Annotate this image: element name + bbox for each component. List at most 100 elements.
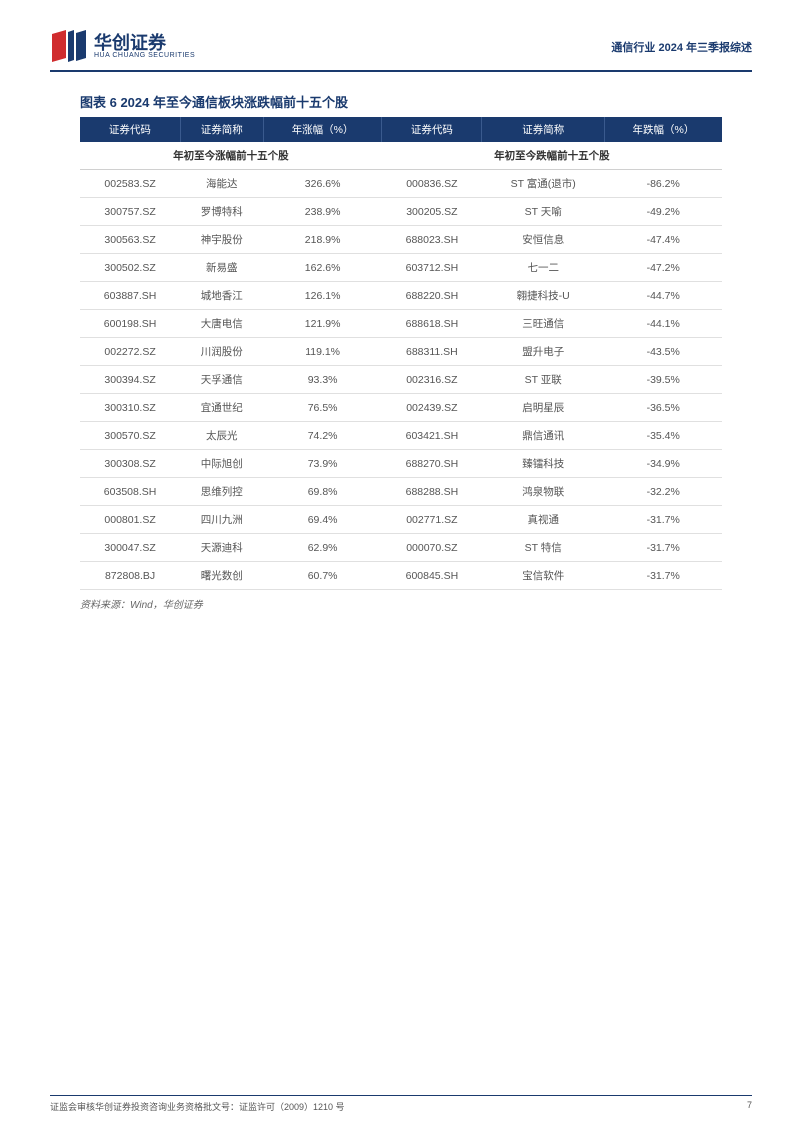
table-cell: 300394.SZ <box>80 366 180 394</box>
table-cell: 川润股份 <box>180 338 263 366</box>
table-cell: 盟升电子 <box>482 338 604 366</box>
table-cell: ST 特信 <box>482 534 604 562</box>
table-cell: 603421.SH <box>382 422 482 450</box>
table-cell: -49.2% <box>604 198 722 226</box>
table-cell: 688288.SH <box>382 478 482 506</box>
page-header: 华创证券 HUA CHUANG SECURITIES 通信行业 2024 年三季… <box>50 30 752 72</box>
page-footer: 证监会审核华创证券投资咨询业务资格批文号：证监许可（2009）1210 号 7 <box>50 1095 752 1113</box>
brand-logo: 华创证券 HUA CHUANG SECURITIES <box>50 30 195 64</box>
footer-page-number: 7 <box>747 1100 752 1113</box>
table-cell: 300047.SZ <box>80 534 180 562</box>
brand-name-cn: 华创证券 <box>94 34 195 52</box>
table-cell: 600845.SH <box>382 562 482 590</box>
table-row: 300308.SZ中际旭创73.9%688270.SH臻镭科技-34.9% <box>80 450 722 478</box>
table-row: 300310.SZ宜通世纪76.5%002439.SZ启明星辰-36.5% <box>80 394 722 422</box>
table-cell: -36.5% <box>604 394 722 422</box>
table-row: 300394.SZ天孚通信93.3%002316.SZST 亚联-39.5% <box>80 366 722 394</box>
table-cell: 思维列控 <box>180 478 263 506</box>
table-cell: -31.7% <box>604 506 722 534</box>
table-cell: 曙光数创 <box>180 562 263 590</box>
table-cell: 安恒信息 <box>482 226 604 254</box>
col-code-gain: 证券代码 <box>80 117 180 142</box>
table-cell: 000836.SZ <box>382 170 482 198</box>
data-source: 资料来源：Wind，华创证券 <box>80 596 722 611</box>
table-cell: 300308.SZ <box>80 450 180 478</box>
table-cell: 300570.SZ <box>80 422 180 450</box>
table-cell: 新易盛 <box>180 254 263 282</box>
table-cell: -44.7% <box>604 282 722 310</box>
table-header-row: 证券代码 证券简称 年涨幅（%） 证券代码 证券简称 年跌幅（%） <box>80 117 722 142</box>
table-cell: -39.5% <box>604 366 722 394</box>
table-cell: 238.9% <box>263 198 381 226</box>
table-cell: 大唐电信 <box>180 310 263 338</box>
table-cell: -35.4% <box>604 422 722 450</box>
table-cell: ST 富通(退市) <box>482 170 604 198</box>
report-title: 通信行业 2024 年三季报综述 <box>611 39 752 55</box>
table-cell: 鸿泉物联 <box>482 478 604 506</box>
table-cell: 218.9% <box>263 226 381 254</box>
table-cell: 300757.SZ <box>80 198 180 226</box>
table-cell: 603508.SH <box>80 478 180 506</box>
table-cell: 600198.SH <box>80 310 180 338</box>
table-cell: -47.4% <box>604 226 722 254</box>
table-cell: -34.9% <box>604 450 722 478</box>
table-cell: 300563.SZ <box>80 226 180 254</box>
table-cell: 太辰光 <box>180 422 263 450</box>
table-cell: 126.1% <box>263 282 381 310</box>
subheader-gainers: 年初至今涨幅前十五个股 <box>80 142 382 170</box>
table-cell: 69.4% <box>263 506 381 534</box>
table-cell: 300310.SZ <box>80 394 180 422</box>
table-row: 872808.BJ曙光数创60.7%600845.SH宝信软件-31.7% <box>80 562 722 590</box>
table-cell: 神宇股份 <box>180 226 263 254</box>
table-row: 300502.SZ新易盛162.6%603712.SH七一二-47.2% <box>80 254 722 282</box>
table-row: 002583.SZ海能达326.6%000836.SZST 富通(退市)-86.… <box>80 170 722 198</box>
footer-license: 证监会审核华创证券投资咨询业务资格批文号：证监许可（2009）1210 号 <box>50 1100 345 1113</box>
table-subheader-row: 年初至今涨幅前十五个股 年初至今跌幅前十五个股 <box>80 142 722 170</box>
table-cell: -44.1% <box>604 310 722 338</box>
table-row: 600198.SH大唐电信121.9%688618.SH三旺通信-44.1% <box>80 310 722 338</box>
table-row: 002272.SZ川润股份119.1%688311.SH盟升电子-43.5% <box>80 338 722 366</box>
table-cell: 62.9% <box>263 534 381 562</box>
table-cell: 603712.SH <box>382 254 482 282</box>
table-cell: 688311.SH <box>382 338 482 366</box>
col-gain-pct: 年涨幅（%） <box>263 117 381 142</box>
table-cell: 76.5% <box>263 394 381 422</box>
table-cell: 002583.SZ <box>80 170 180 198</box>
table-cell: 天源迪科 <box>180 534 263 562</box>
table-caption: 图表 6 2024 年至今通信板块涨跌幅前十五个股 <box>80 92 722 111</box>
table-cell: 宝信软件 <box>482 562 604 590</box>
table-row: 000801.SZ四川九洲69.4%002771.SZ真视通-31.7% <box>80 506 722 534</box>
table-cell: 69.8% <box>263 478 381 506</box>
table-cell: 93.3% <box>263 366 381 394</box>
col-name-loss: 证券简称 <box>482 117 604 142</box>
table-cell: 002771.SZ <box>382 506 482 534</box>
table-cell: 四川九洲 <box>180 506 263 534</box>
table-cell: 城地香江 <box>180 282 263 310</box>
table-cell: 688220.SH <box>382 282 482 310</box>
col-code-loss: 证券代码 <box>382 117 482 142</box>
table-cell: 688618.SH <box>382 310 482 338</box>
subheader-losers: 年初至今跌幅前十五个股 <box>382 142 722 170</box>
table-cell: 162.6% <box>263 254 381 282</box>
table-cell: 300502.SZ <box>80 254 180 282</box>
table-row: 300570.SZ太辰光74.2%603421.SH鼎信通讯-35.4% <box>80 422 722 450</box>
huachuang-logo-icon <box>50 30 88 64</box>
table-cell: 688023.SH <box>382 226 482 254</box>
stock-performance-table: 证券代码 证券简称 年涨幅（%） 证券代码 证券简称 年跌幅（%） 年初至今涨幅… <box>80 117 722 590</box>
table-cell: ST 亚联 <box>482 366 604 394</box>
table-cell: 鼎信通讯 <box>482 422 604 450</box>
table-cell: -47.2% <box>604 254 722 282</box>
table-cell: -43.5% <box>604 338 722 366</box>
table-row: 300563.SZ神宇股份218.9%688023.SH安恒信息-47.4% <box>80 226 722 254</box>
table-cell: 74.2% <box>263 422 381 450</box>
col-name-gain: 证券简称 <box>180 117 263 142</box>
table-cell: 688270.SH <box>382 450 482 478</box>
table-cell: 000801.SZ <box>80 506 180 534</box>
col-loss-pct: 年跌幅（%） <box>604 117 722 142</box>
table-cell: 119.1% <box>263 338 381 366</box>
table-row: 300757.SZ罗博特科238.9%300205.SZST 天喻-49.2% <box>80 198 722 226</box>
table-cell: 73.9% <box>263 450 381 478</box>
table-cell: ST 天喻 <box>482 198 604 226</box>
table-cell: 872808.BJ <box>80 562 180 590</box>
table-cell: 002316.SZ <box>382 366 482 394</box>
